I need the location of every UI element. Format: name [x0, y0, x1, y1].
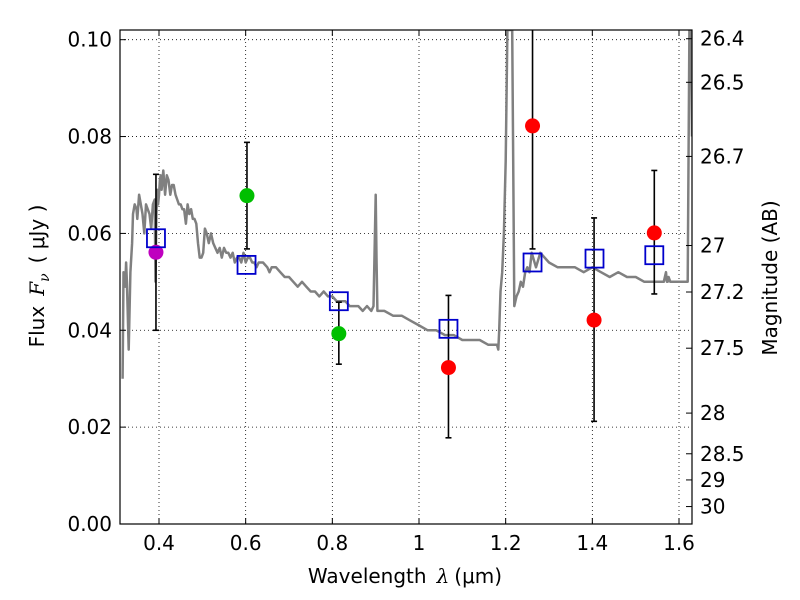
y2-tick-label: 27.2	[700, 280, 745, 304]
model-photometry-square	[236, 254, 257, 275]
model-photometry-square	[328, 291, 349, 312]
y-tick-label: 0.10	[67, 28, 112, 52]
y-axis-label: FluxFν( μJy )	[25, 205, 53, 348]
y-tick-label: 0.06	[67, 221, 112, 245]
model-photometry-square	[584, 248, 605, 269]
y-tick-label: 0.08	[67, 125, 112, 149]
y2-tick-labels: 26.4 26.5 26.7 27 27.2 27.5 28 28.529 30	[700, 27, 745, 519]
observed-point	[440, 360, 456, 376]
model-spectrum-line	[121, 30, 692, 379]
y2-tick-label: 26.4	[700, 27, 745, 51]
observed-points	[148, 118, 662, 376]
observed-point	[331, 326, 347, 342]
model-photometry-square	[146, 228, 166, 249]
y2-tick-label: 28.5	[700, 442, 745, 466]
plot-frame	[119, 29, 693, 525]
x-tick-label: 1	[413, 531, 426, 555]
x-axis-label: Wavelength λ (μm)	[308, 564, 502, 588]
x-tick-label: 0.6	[230, 531, 262, 555]
y2-tick-label: 27.5	[700, 336, 745, 360]
observed-point	[239, 188, 255, 204]
x-tick-label: 0.4	[143, 531, 175, 555]
y-tick-label: 0.04	[67, 318, 112, 342]
y2-tick-label: 26.5	[700, 70, 745, 94]
y-tick-labels: 0.00 0.02 0.04 0.06 0.08 0.10	[67, 28, 112, 536]
grid-lines	[120, 30, 692, 525]
y-tick-label: 0.02	[67, 415, 112, 439]
axis-ticks	[120, 30, 692, 525]
x-tick-label: 0.8	[316, 531, 348, 555]
x-tick-labels: 0.4 0.6 0.8 1 1.2 1.4 1.6	[143, 531, 695, 555]
y2-tick-label: 26.7	[700, 144, 745, 168]
model-photometry-square	[522, 252, 543, 273]
model-spectrum-series	[121, 30, 692, 379]
y2-tick-label: 27	[700, 234, 725, 258]
y2-tick-label: 28	[700, 401, 725, 425]
observed-point	[525, 118, 541, 134]
error-bars	[152, 30, 658, 439]
observed-point	[646, 225, 662, 241]
x-tick-label: 1.6	[663, 531, 695, 555]
x-tick-label: 1.4	[576, 531, 608, 555]
y2-axis-label: Magnitude (AB)	[758, 200, 782, 355]
model-photometry-square	[644, 245, 665, 266]
observed-point	[148, 244, 164, 260]
y2-tick-label: 29	[700, 468, 725, 492]
y2-tick-label: 30	[700, 495, 725, 519]
x-tick-label: 1.2	[490, 531, 522, 555]
observed-point	[586, 312, 602, 328]
model-photometry-square	[438, 318, 459, 339]
model-photometry-squares	[146, 228, 665, 339]
y-tick-label: 0.00	[67, 512, 112, 536]
